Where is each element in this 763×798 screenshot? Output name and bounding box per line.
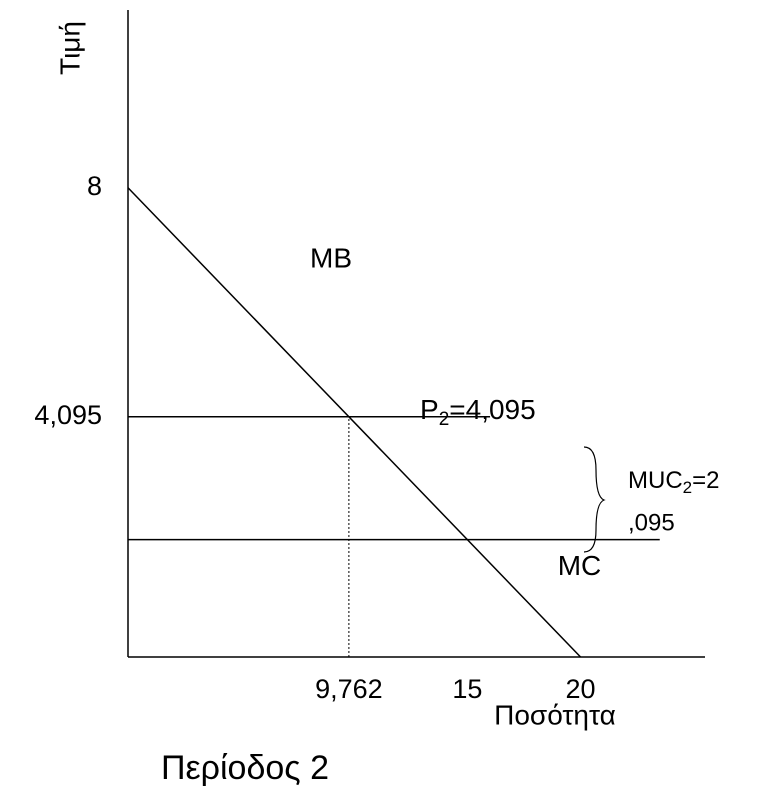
text: MUC xyxy=(628,467,683,494)
markup-annotation: ,095 xyxy=(628,509,675,536)
chart-title: Περίοδος 2 xyxy=(161,749,329,787)
x-tick-label: 9,762 xyxy=(315,674,383,704)
y-tick-label: 8 xyxy=(87,171,102,201)
text: =2 xyxy=(692,467,719,494)
text: P xyxy=(420,394,439,425)
series-label: MB xyxy=(310,242,352,273)
brace xyxy=(583,446,606,553)
price-annotation: P2=4,095 xyxy=(420,394,536,430)
text: =4,095 xyxy=(449,394,535,425)
y-tick-label: 4,095 xyxy=(34,400,102,430)
series-label: MC xyxy=(558,550,602,581)
markup-annotation: MUC2=2 xyxy=(628,467,720,497)
series-line xyxy=(127,187,582,658)
subscript: 2 xyxy=(683,478,692,497)
x-axis-label: Ποσότητα xyxy=(494,699,616,730)
y-axis-label: Τιμή xyxy=(54,21,85,75)
subscript: 2 xyxy=(439,409,450,430)
x-tick-label: 15 xyxy=(452,674,482,704)
x-tick-label: 20 xyxy=(566,674,596,704)
